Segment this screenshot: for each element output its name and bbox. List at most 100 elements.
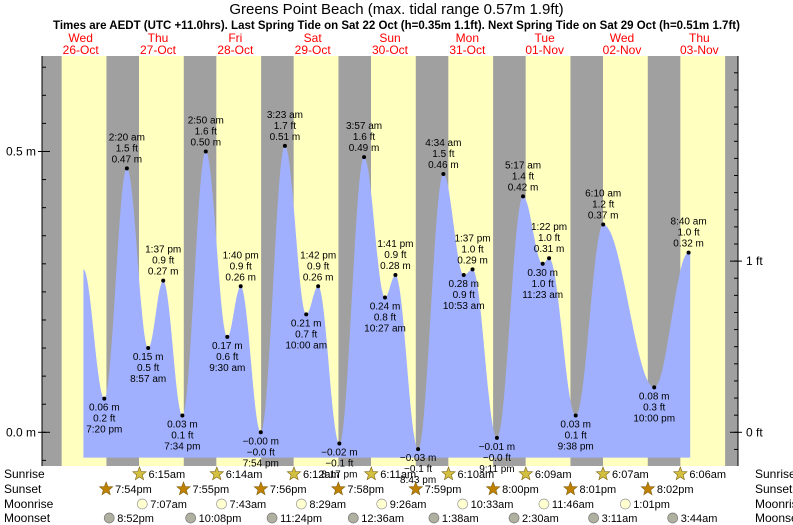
moonset-icon [347, 512, 359, 524]
tide-label-line: 0.06 m [89, 403, 120, 414]
tide-label-line: 0.26 m [303, 272, 334, 283]
day-name: Thu [689, 31, 710, 45]
row-label-left: Moonset [4, 511, 51, 525]
moonset-time: 8:52pm [117, 513, 154, 525]
tide-label-line: 0.47 m [112, 154, 143, 165]
tide-label-line: 0.2 ft [93, 414, 115, 425]
tide-label-line: 0.9 ft [384, 250, 406, 261]
tide-label-line: 0.51 m [270, 132, 301, 143]
tide-label-line: 0.1 ft [171, 430, 193, 441]
tide-point [258, 430, 263, 435]
moonrise-time: 8:29am [309, 499, 346, 511]
subtitle: Times are AEDT (UTC +11.0hrs). Last Spri… [53, 20, 740, 32]
tide-point [547, 256, 552, 261]
high-tide-label: 1:41 pm0.9 ft0.28 m [377, 239, 413, 272]
sunrise-icon [441, 466, 457, 481]
tide-label-line: −0.0 ft [483, 453, 511, 464]
sunrise-icon [363, 466, 379, 481]
tide-point [316, 284, 321, 289]
tide-label-line: 1:42 pm [300, 250, 336, 261]
day-date: 28-Oct [217, 43, 254, 57]
tide-label-line: 8:40 am [671, 217, 707, 228]
tide-label-line: 0.03 m [167, 419, 198, 430]
sunset-time: 7:54pm [115, 484, 152, 496]
high-tide-label: 1:42 pm0.9 ft0.26 m [300, 250, 336, 283]
sunset-icon [253, 481, 269, 496]
moonset-icon [185, 512, 197, 524]
tide-label-line: 0.28 m [380, 261, 411, 272]
tide-label-line: 1:37 pm [145, 245, 181, 256]
tide-point [238, 284, 243, 289]
tide-label-line: 0.26 m [225, 272, 256, 283]
tide-label-line: −0.0 ft [247, 447, 275, 458]
tide-label-line: 9:11 pm [479, 464, 514, 475]
moonrise-time: 7:07am [150, 499, 187, 511]
day-name: Sat [304, 31, 323, 45]
high-tide-label: 2:50 am1.6 ft0.50 m [188, 115, 224, 148]
tide-label-line: 0.15 m [133, 352, 164, 363]
tide-label-line: −0.1 ft [404, 464, 432, 475]
tide-label-line: 0.6 ft [216, 352, 238, 363]
tide-label-line: 1.6 ft [353, 132, 375, 143]
tide-label-line: 7:34 pm [164, 441, 200, 452]
tide-point [393, 273, 398, 278]
tide-label-line: 0.27 m [148, 267, 179, 278]
tide-label-line: 9:38 pm [558, 441, 594, 452]
y-tick-label-right: 0 ft [746, 425, 763, 439]
low-tide-label: 0.03 m0.1 ft9:38 pm [558, 419, 594, 452]
moonset-icon [266, 512, 278, 524]
tide-point [124, 166, 129, 171]
row-label-right: Moonset [755, 511, 793, 525]
sunrise-icon [286, 466, 302, 481]
row-label-left: Sunset [4, 482, 42, 496]
tide-label-line: 0.1 ft [565, 430, 587, 441]
row-label-left: Moonrise [4, 497, 54, 511]
tide-label-line: 0.17 m [212, 341, 243, 352]
sunrise-icon [131, 466, 147, 481]
moonrise-icon [619, 498, 631, 510]
sunrise-icon [209, 466, 225, 481]
sunrise-time: 6:15am [148, 469, 185, 481]
day-date: 03-Nov [680, 43, 719, 57]
tide-label-line: 0.8 ft [374, 313, 396, 324]
moonrise-time: 11:46am [552, 499, 594, 511]
low-tide-label: 0.17 m0.6 ft9:30 am [209, 341, 245, 374]
tide-label-line: 1:41 pm [377, 239, 413, 250]
tide-label-line: 0.08 m [639, 391, 670, 402]
moonrise-icon [295, 498, 307, 510]
sunset-time: 7:59pm [425, 484, 462, 496]
sunset-icon [408, 481, 424, 496]
low-tide-label: −0.02 m−0.1 ft8:17 pm [321, 448, 357, 481]
high-tide-label: 3:23 am1.7 ft0.51 m [267, 110, 303, 143]
low-tide-label: 0.03 m0.1 ft7:34 pm [164, 419, 200, 452]
day-date: 30-Oct [372, 43, 409, 57]
moonrise-time: 9:26am [390, 499, 427, 511]
tide-point [470, 267, 475, 272]
tide-label-line: 1.7 ft [274, 121, 296, 132]
tide-label-line: 0.9 ft [453, 290, 475, 301]
sunset-time: 8:00pm [502, 484, 539, 496]
sunset-time: 8:02pm [657, 484, 694, 496]
tide-label-line: 0.30 m [527, 268, 558, 279]
tide-point [203, 149, 208, 154]
tide-label-line: 2:50 am [188, 115, 224, 126]
sunset-time: 8:01pm [579, 484, 616, 496]
tide-label-line: 0.31 m [534, 244, 565, 255]
tide-label-line: 8:57 am [130, 374, 166, 385]
tide-point [180, 413, 185, 418]
tide-label-line: 0.9 ft [230, 261, 252, 272]
tide-label-line: −0.03 m [400, 453, 436, 464]
row-label-right: Sunrise [755, 467, 793, 481]
sunrise-icon [595, 466, 611, 481]
tide-label-line: 10:53 am [443, 301, 485, 312]
tide-label-line: 10:00 pm [633, 413, 675, 424]
sunrise-time: 6:10am [458, 469, 495, 481]
tide-point [416, 447, 421, 452]
sunset-icon [640, 481, 656, 496]
day-name: Fri [228, 31, 242, 45]
sunset-icon [98, 481, 114, 496]
tide-label-line: 8:43 pm [400, 475, 436, 486]
